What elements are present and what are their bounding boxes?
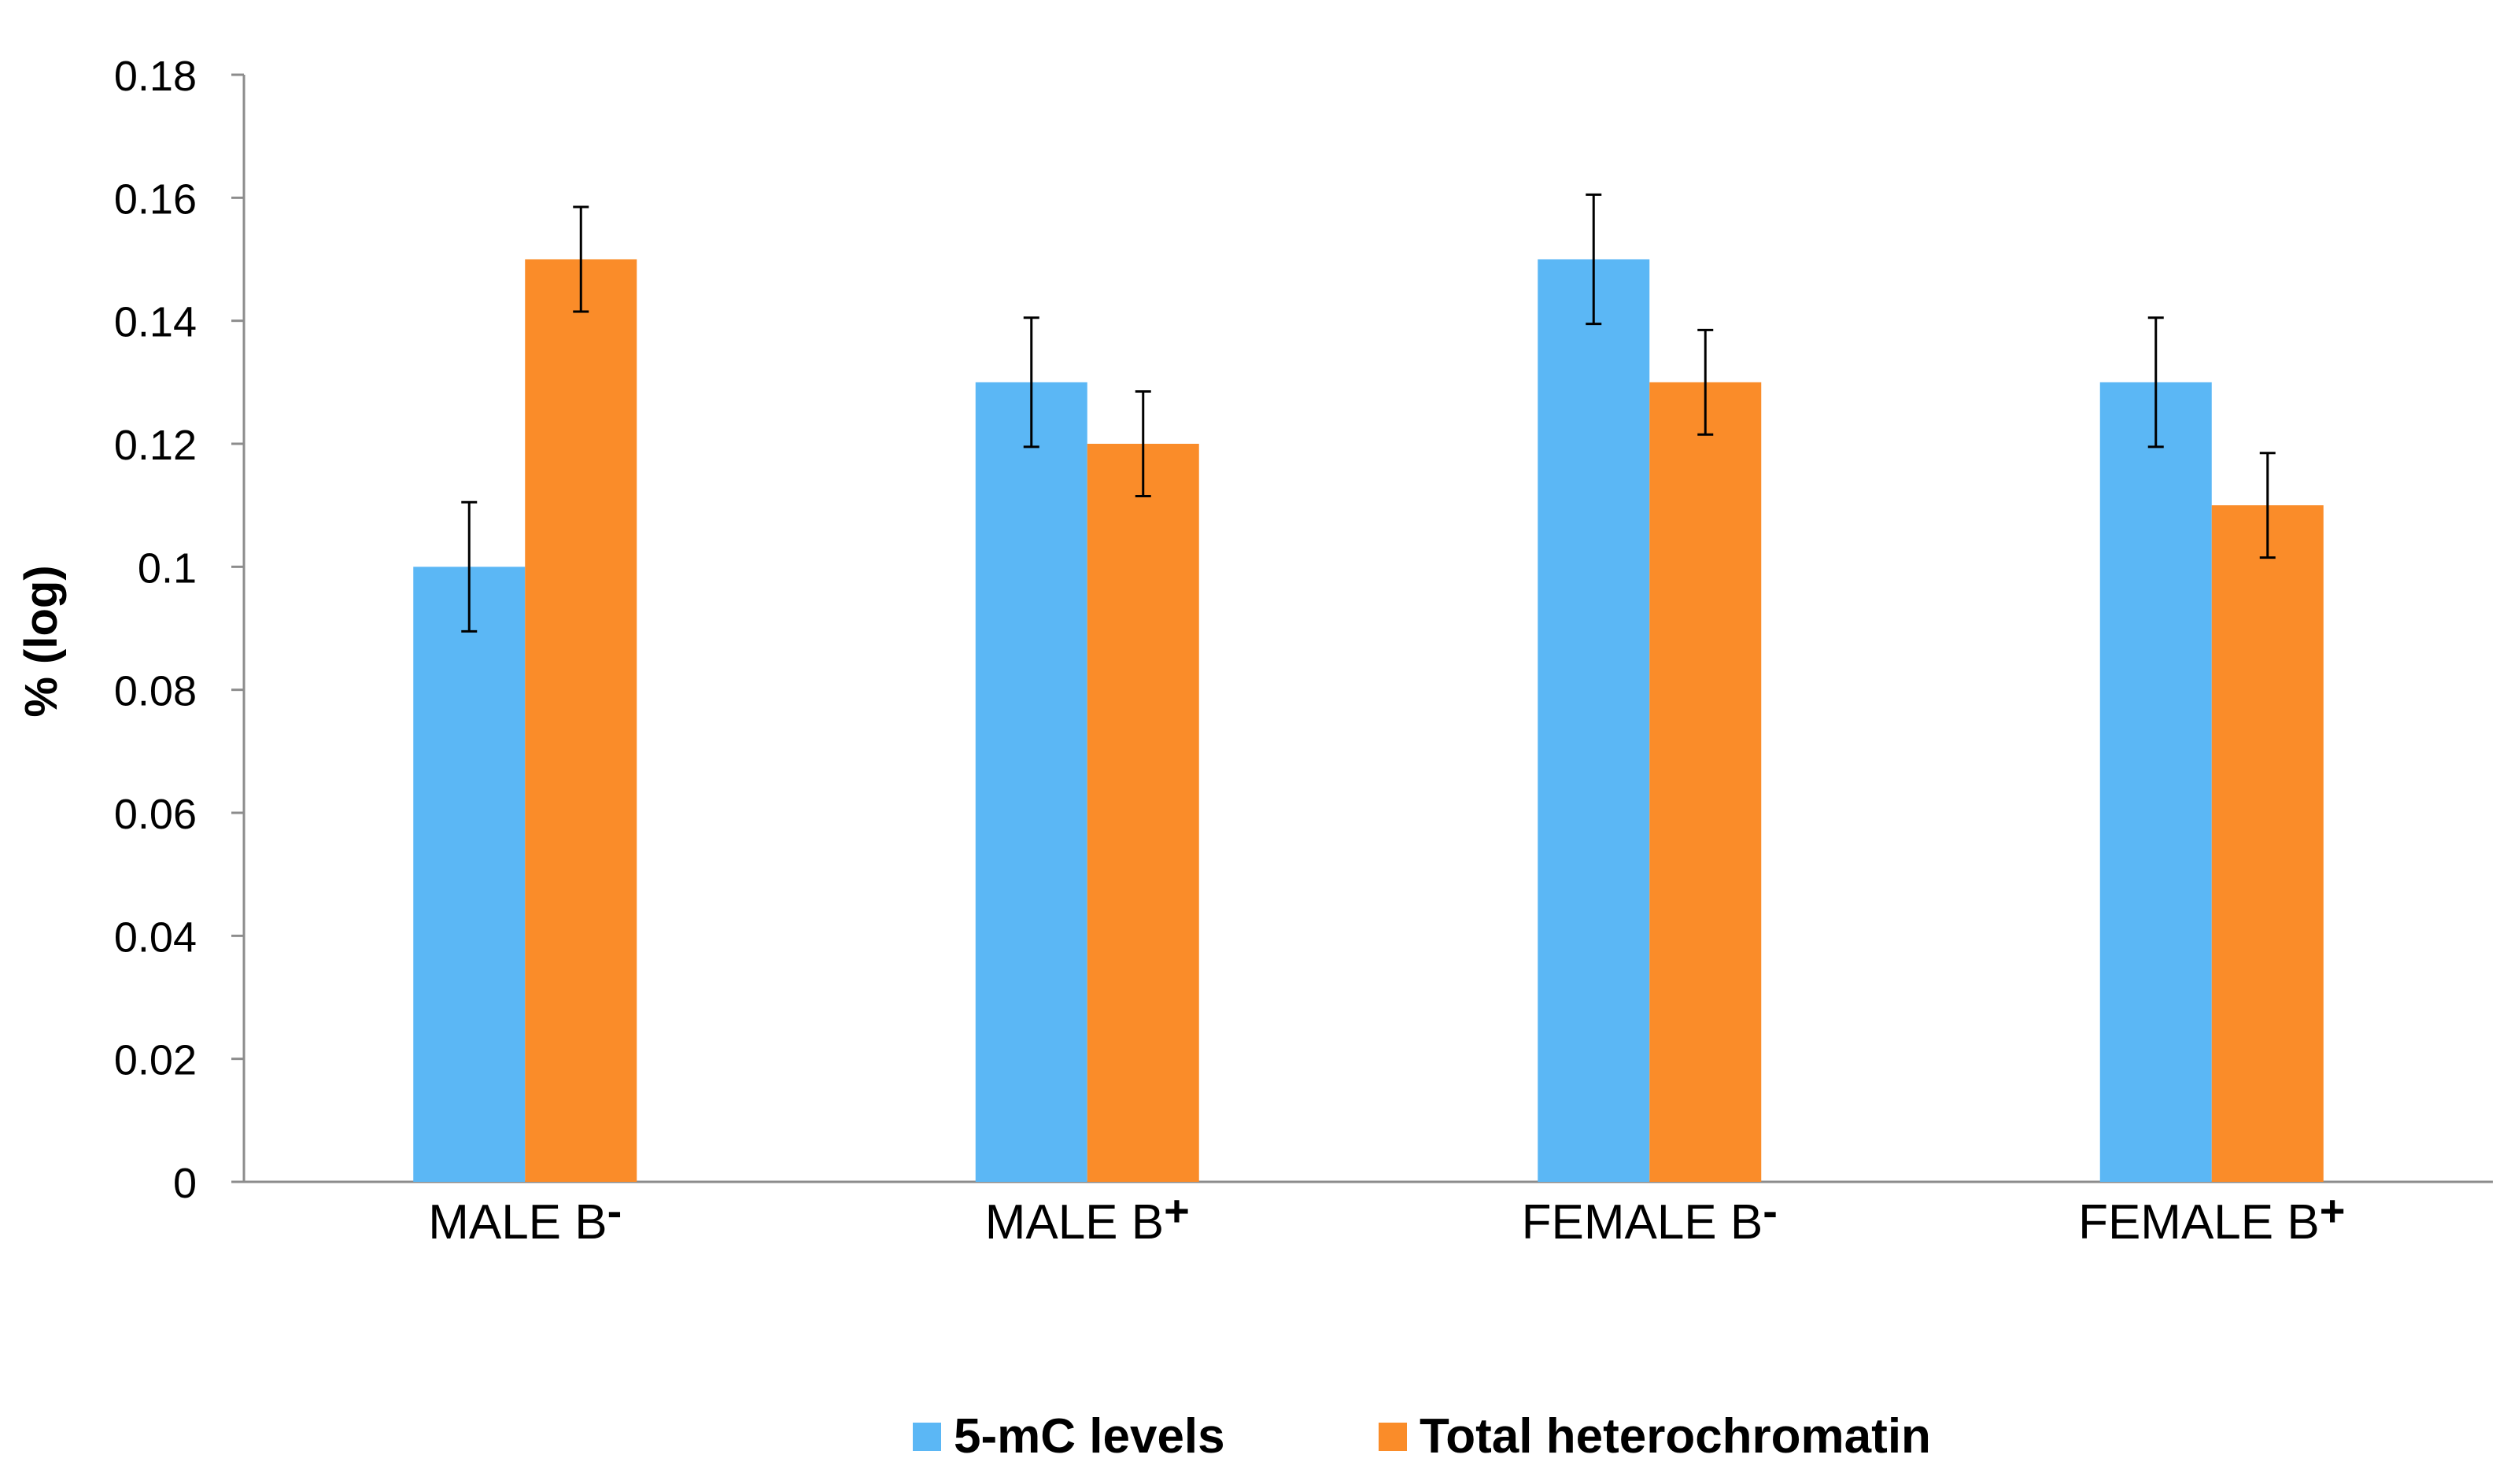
legend-swatch: [913, 1423, 941, 1451]
bar-5-mc-levels-1: [975, 382, 1087, 1182]
error-bars: [461, 193, 2276, 633]
y-tick-labels: 0 0.02 0.04 0.06 0.08 0.1 0.12 0.14 0.16 0.18: [114, 53, 197, 1207]
bar-5-mc-levels-0: [413, 567, 526, 1182]
y-tick-label: 0.14: [114, 299, 197, 346]
y-tick-label: 0.06: [114, 791, 197, 838]
bar-5-mc-levels-2: [1538, 259, 1650, 1182]
x-tick-labels: MALE B- MALE B+ FEMALE B- FEMALE B+: [428, 1186, 2345, 1250]
bar-total-heterochromatin-0: [525, 259, 637, 1182]
legend-item-0: 5-mC levels: [913, 1409, 1225, 1464]
y-tick-label: 0.08: [114, 668, 197, 715]
y-tick-label: 0: [173, 1160, 197, 1207]
y-tick-label: 0.18: [114, 53, 197, 100]
legend-item-1: Total heterochromatin: [1379, 1409, 1931, 1464]
bar-5-mc-levels-3: [2099, 382, 2212, 1182]
legend-swatch: [1379, 1423, 1407, 1451]
bar-total-heterochromatin-3: [2211, 505, 2324, 1182]
y-tick-label: 0.04: [114, 914, 197, 961]
bars: [413, 259, 2324, 1182]
legend: 5-mC levels Total heterochromatin: [913, 1409, 1931, 1464]
bar-total-heterochromatin-1: [1087, 444, 1199, 1182]
y-tick-label: 0.16: [114, 175, 197, 223]
y-tick-label: 0.02: [114, 1037, 197, 1084]
x-tick-label: MALE B-: [428, 1186, 622, 1250]
x-tick-label: FEMALE B+: [2078, 1186, 2345, 1250]
legend-label: 5-mC levels: [954, 1409, 1225, 1464]
x-tick-label: FEMALE B-: [1522, 1186, 1778, 1250]
y-tick-label: 0.1: [138, 545, 197, 592]
y-tick-label: 0.12: [114, 422, 197, 469]
x-tick-label: MALE B+: [985, 1186, 1190, 1250]
legend-label: Total heterochromatin: [1420, 1409, 1931, 1464]
y-axis-title: % (log): [16, 565, 67, 717]
bar-total-heterochromatin-2: [1649, 382, 1762, 1182]
